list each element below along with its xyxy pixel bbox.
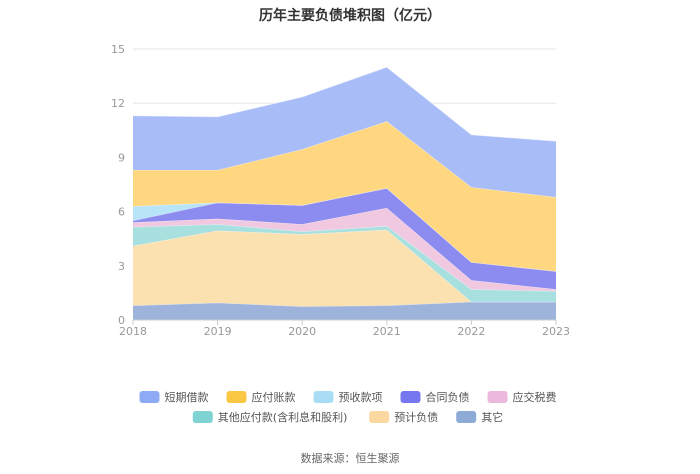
- area-合同负债[interactable]: [133, 188, 556, 290]
- data-source: 数据来源：恒生聚源: [301, 451, 400, 465]
- axes: 2018 2019 2020 2021 2022 2023: [119, 319, 570, 338]
- chart-title: 历年主要负债堆积图（亿元）: [259, 7, 441, 24]
- y-tick-label: 9: [118, 151, 125, 164]
- area-其他应付款(含利息和股利)[interactable]: [133, 224, 556, 302]
- x-tick-label: 2020: [288, 325, 316, 338]
- legend-swatch[interactable]: [369, 411, 390, 423]
- legend-swatch[interactable]: [226, 391, 247, 403]
- legend-swatch[interactable]: [313, 391, 334, 403]
- legend-label[interactable]: 应交税费: [513, 390, 557, 404]
- legend-swatch[interactable]: [139, 391, 160, 403]
- x-tick-label: 2018: [119, 325, 147, 338]
- legend-label[interactable]: 其他应付款(含利息和股利): [218, 410, 348, 424]
- y-tick-label: 15: [111, 43, 125, 56]
- x-tick-label: 2019: [204, 325, 232, 338]
- legend-label[interactable]: 预收款项: [339, 390, 383, 404]
- legend-label[interactable]: 应付账款: [252, 390, 296, 404]
- legend-swatch[interactable]: [487, 391, 508, 403]
- y-tick-label: 0: [118, 314, 125, 327]
- y-tick-label: 6: [118, 206, 125, 219]
- legend-swatch[interactable]: [400, 391, 421, 403]
- legend-swatch[interactable]: [456, 411, 477, 423]
- legend-label[interactable]: 预计负债: [394, 410, 438, 424]
- area-应交税费[interactable]: [133, 208, 556, 292]
- area-短期借款[interactable]: [133, 67, 556, 198]
- area-series: [132, 66, 557, 320]
- area-edge-短期借款: [132, 66, 557, 142]
- legend-label[interactable]: 合同负债: [426, 390, 470, 404]
- legend-label[interactable]: 其它: [481, 410, 503, 424]
- x-tick-label: 2021: [373, 325, 401, 338]
- legend-label[interactable]: 短期借款: [165, 390, 209, 404]
- x-tick-label: 2022: [457, 325, 485, 338]
- y-tick-label: 12: [111, 97, 125, 110]
- x-tick-label: 2023: [542, 325, 570, 338]
- area-应付账款[interactable]: [133, 121, 556, 272]
- y-tick-label: 3: [118, 260, 125, 273]
- legend-swatch[interactable]: [192, 411, 213, 423]
- area-预计负债[interactable]: [133, 229, 556, 307]
- area-其它[interactable]: [133, 301, 556, 320]
